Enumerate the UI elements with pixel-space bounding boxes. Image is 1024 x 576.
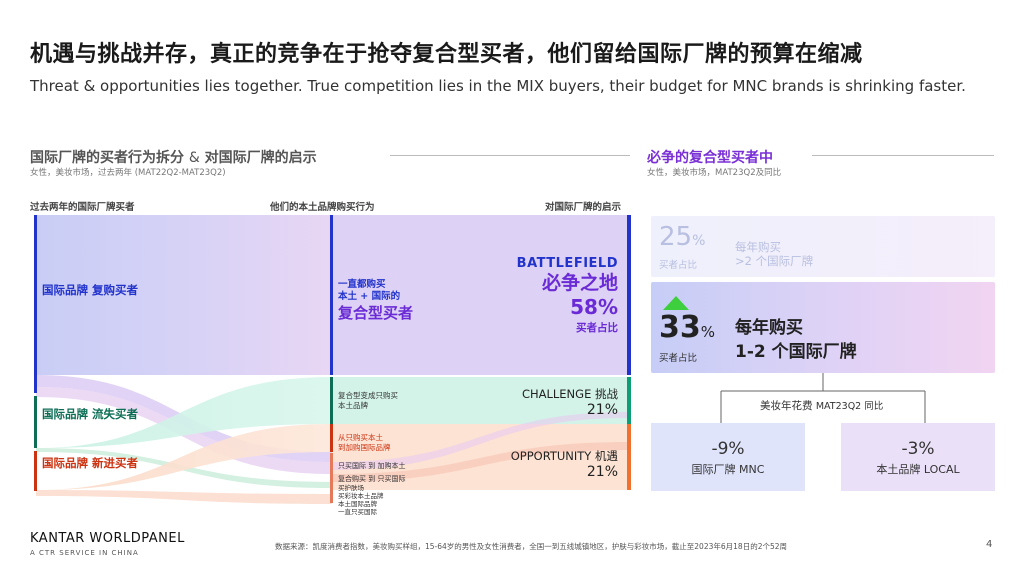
card-33-desc1: 每年购买	[735, 318, 803, 338]
right-section-subtitle: 女性，美妆市场，MAT23Q2及同比	[647, 168, 782, 178]
card-25-note: 买者占比	[659, 260, 698, 271]
card-25-num: 25	[659, 222, 693, 252]
up-triangle-icon	[663, 296, 689, 310]
card-33-num: 33	[659, 310, 701, 345]
band-repeat-to-mix	[36, 215, 332, 375]
flow-new-minor	[36, 490, 332, 504]
mix-line3: 复合型买者	[338, 304, 414, 322]
mix-line1: 一直都购买	[338, 279, 386, 290]
label-new-buyers: 国际品牌 新进买者	[42, 456, 139, 470]
col-header-1: 过去两年的国际厂牌买者	[30, 202, 135, 213]
card-33-desc2: 1-2 个国际厂牌	[735, 342, 857, 362]
source-footnote: 数据来源：凯度消费者指数，美妆购买样组，15-64岁的男性及女性消费者，全国一到…	[275, 542, 788, 551]
card-25-desc: 每年购买 >2 个国际厂牌	[735, 240, 813, 268]
battlefield-block: BATTLEFIELD 必争之地 58% 买者占比	[517, 256, 618, 335]
battlefield-note: 买者占比	[576, 322, 618, 334]
node-bar-local-to-mix	[330, 424, 333, 452]
node-bar-new	[34, 451, 37, 491]
mix-line2: 本土 + 国际的	[338, 291, 401, 302]
card-33-unit: %	[700, 323, 716, 341]
spend-label: 美妆年花费 MAT23Q2 同比	[754, 398, 890, 413]
left-section-title-a: 国际厂牌的买者行为拆分	[30, 150, 184, 166]
right-section-title: 必争的复合型买者中	[647, 150, 773, 166]
flow-cross-b	[332, 442, 628, 482]
battlefield-en: BATTLEFIELD	[516, 256, 618, 271]
opportunity-block: OPPORTUNITY 机遇 21%	[511, 448, 618, 480]
mid-label-1: 本土品牌	[338, 401, 368, 410]
left-section-title-amp: &	[188, 150, 200, 166]
node-bar-mix	[330, 215, 333, 375]
left-section-subtitle: 女性，美妆市场，过去两年 (MAT22Q2-MAT23Q2)	[30, 168, 226, 178]
left-section-divider	[390, 155, 630, 156]
node-bar-battlefield	[627, 215, 631, 375]
band-mix-to-battlefield	[332, 215, 628, 375]
battlefield-pct: 58%	[570, 295, 618, 319]
card-25-desc1: 每年购买	[735, 240, 781, 254]
connector-tree	[720, 373, 926, 423]
mid-label-3: 到加购国际品牌	[338, 443, 391, 452]
page-number: 4	[986, 539, 993, 550]
mid-label-2: 从只购买本土	[338, 433, 383, 442]
battlefield-cn: 必争之地	[541, 272, 618, 294]
mid-label-9: 一直只买国际	[338, 508, 377, 516]
mix-buyer-label: 一直都购买 本土 + 国际的 复合型买者	[338, 279, 413, 323]
card-25-desc2: >2 个国际厂牌	[735, 254, 814, 268]
flow-cross-a	[332, 412, 628, 470]
label-repeat-buyers: 国际品牌 复购买者	[42, 283, 139, 297]
mid-label-6: 买护肤场	[338, 484, 364, 492]
mid-label-7: 买彩妆本土品牌	[338, 492, 384, 500]
node-bar-lost	[34, 396, 37, 448]
kantar-logo-sub: A CTR SERVICE IN CHINA	[30, 549, 139, 557]
challenge-label: CHALLENGE 挑战	[521, 387, 618, 401]
sankey-diagram	[34, 215, 631, 504]
mnc-value: -9%	[711, 439, 745, 459]
flow-new-to-opportunity	[36, 424, 332, 490]
col-header-2: 他们的本土品牌购买行为	[270, 202, 375, 213]
card-33-desc: 每年购买 1-2 个国际厂牌	[735, 316, 857, 364]
left-section-title-b: 对国际厂牌的启示	[204, 150, 317, 166]
kantar-logo: KANTAR WORLDPANEL	[30, 531, 185, 546]
card-33-num-wrap: 33%	[659, 310, 715, 345]
card-33: 33% 买者占比 每年购买 1-2 个国际厂牌	[651, 282, 995, 373]
node-bar-repeat	[34, 215, 37, 393]
mid-label-5: 复合购买 到 只买国际	[338, 475, 406, 483]
page-title: 机遇与挑战并存，真正的竞争在于抢夺复合型买者，他们留给国际厂牌的预算在缩减	[30, 42, 863, 67]
local-label: 本土品牌 LOCAL	[876, 463, 960, 476]
right-section-divider	[812, 155, 994, 156]
page-subtitle: Threat & opportunities lies together. Tr…	[30, 77, 966, 95]
mid-label-8: 本土国际品牌	[338, 500, 377, 508]
mnc-box: -9% 国际厂牌 MNC	[651, 423, 805, 491]
card-25-unit: %	[692, 233, 706, 249]
spend-label-cn: 美妆年花费	[760, 400, 813, 412]
node-bar-challenge	[627, 377, 631, 424]
node-bar-mix-to-local	[330, 377, 333, 424]
opportunity-pct: 21%	[586, 464, 618, 480]
mid-label-0: 复合型变成只购买	[338, 391, 398, 400]
challenge-block: CHALLENGE 挑战 21%	[522, 386, 618, 418]
card-33-note: 买者占比	[659, 353, 698, 364]
opportunity-label: OPPORTUNITY 机遇	[510, 449, 618, 463]
flow-lost-to-challenge	[36, 377, 332, 448]
label-lost-buyers: 国际品牌 流失买者	[42, 407, 139, 421]
node-bar-small-flows	[330, 453, 333, 503]
local-box: -3% 本土品牌 LOCAL	[841, 423, 995, 491]
mnc-label: 国际厂牌 MNC	[691, 463, 765, 476]
local-value: -3%	[901, 439, 935, 459]
challenge-pct: 21%	[586, 402, 618, 418]
spend-period: MAT23Q2 同比	[815, 401, 884, 412]
left-section-title: 国际厂牌的买者行为拆分 & 对国际厂牌的启示	[30, 147, 317, 167]
node-bar-opportunity	[627, 424, 631, 490]
card-25-num-wrap: 25%	[659, 222, 705, 252]
mid-label-4: 只买国际 到 加购本土	[338, 462, 406, 470]
col-header-3: 对国际厂牌的启示	[545, 202, 622, 213]
card-25: 25% 买者占比 每年购买 >2 个国际厂牌	[651, 216, 995, 277]
